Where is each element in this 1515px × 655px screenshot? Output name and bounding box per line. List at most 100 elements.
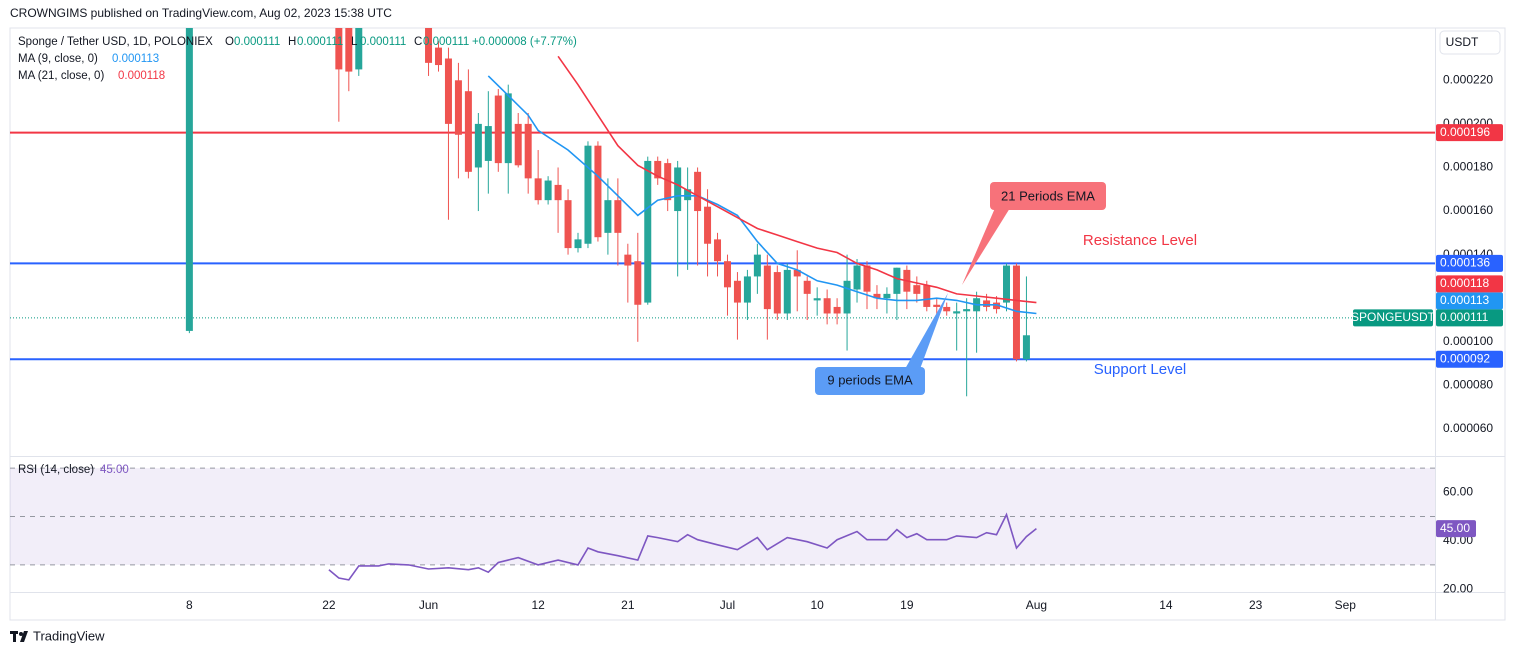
price-badge-label: 0.000113 [1440,293,1489,307]
ohlc-key: L [351,36,358,48]
candle-body [953,311,961,314]
callout-pointer [905,293,948,369]
price-badge [1436,350,1503,368]
rsi-pane [10,467,1435,581]
price-badge [1436,124,1503,142]
candle-body [185,28,193,331]
candle-body [694,171,702,212]
candle-body [783,269,791,314]
candle-body [464,91,472,172]
currency[interactable]: USDT [1446,35,1479,49]
candle-body [704,206,712,244]
price-badge-label: 0.000118 [1440,276,1489,290]
candle-body [355,28,363,70]
ma-line [557,55,1037,304]
price-badge-label: 0.000111 [1440,310,1489,324]
legend-value: 0.000118 [118,70,165,82]
overlay: 21 Periods EMA 9 periods EMA Resistance … [10,30,1503,643]
candle-body [993,302,1001,310]
level-label: Resistance Level [1083,232,1197,249]
callout-box [990,182,1106,210]
candle-body [883,293,891,299]
candle-body [454,80,462,135]
candle-body [913,285,921,294]
candle-body [933,304,941,307]
header: CROWNGIMS published on TradingView.com, … [10,6,392,20]
candle-body [773,272,781,314]
candle-body [923,285,931,307]
rsi-line [328,512,1037,581]
candle-body [514,123,522,166]
candle-body [723,261,731,288]
candle-body [853,265,861,290]
candle-body [743,276,751,303]
candle-body [1022,335,1030,360]
candle-body [345,28,353,72]
rsi-tick-label: 20.00 [1443,581,1473,595]
price-badge-label: 0.000136 [1440,256,1490,270]
candle-body [793,269,801,277]
ma-line [487,75,1037,315]
candle-body [943,306,951,312]
candle-body [584,145,592,244]
x-tick-label: Sep [1335,598,1357,612]
candle-body [564,200,572,249]
candle-body [335,28,343,70]
candle-body [534,178,542,201]
rsi-badge [1436,520,1476,538]
ohlc-value: 0.000111 [234,36,280,48]
candle-body [654,160,662,179]
candle-body [434,47,442,66]
candle-body [1012,265,1020,360]
y-tick-label: 0.000160 [1443,203,1493,217]
y-tick-label: 0.000080 [1443,378,1493,392]
main-pane [10,28,1435,397]
candle-body [753,254,761,277]
candle-body [664,163,672,201]
candle-body [833,306,841,314]
candle-body [544,180,552,201]
chart-frame [9,27,1506,621]
symbol-title: Sponge / Tether USD, 1D, POLONIEX [18,36,213,48]
candle-body [574,239,582,249]
y-tick-label: 0.000220 [1443,72,1493,86]
x-tick-label: Jul [720,598,735,612]
candle-body [624,254,632,266]
candle-body [893,267,901,294]
candle-body [594,145,602,238]
price-badge [1436,254,1503,272]
ohlc-value: 0.000111 [360,36,406,48]
candle-body [444,58,452,124]
callout-box [815,367,925,395]
candle-body [983,300,991,307]
currency-button[interactable] [1439,30,1501,55]
candle-body [474,123,482,168]
x-tick-label: Jun [419,598,438,612]
ohlc-value: 0.000111 [423,36,469,48]
candle-body [843,280,851,314]
change: +0.000008 (+7.77%) [472,36,577,48]
legend-name: MA (9, close, 0) [18,53,98,65]
candle-body [1003,265,1011,303]
price-badge-label: 0.000092 [1440,351,1490,365]
candle-body [763,265,771,310]
ohlc-value: 0.000111 [297,36,343,48]
price-badge-label: 0.000196 [1440,125,1490,139]
candle-body [813,298,821,301]
callout-text: 21 Periods EMA [1001,188,1095,203]
candle-body [684,189,692,201]
candle-body [863,265,871,292]
y-tick-label: 0.000180 [1443,160,1493,174]
candle-body [634,261,642,305]
candle-body [963,309,971,312]
candle-body [873,293,881,299]
candle-body [504,93,512,164]
candle-body [614,200,622,233]
y-tick-label: 0.000100 [1443,334,1493,348]
x-tick-label: 19 [900,598,914,612]
ohlc-key: H [288,36,296,48]
symbol-badge [1353,309,1433,327]
candle-body [425,28,433,63]
legend-name: MA (21, close, 0) [18,70,104,82]
